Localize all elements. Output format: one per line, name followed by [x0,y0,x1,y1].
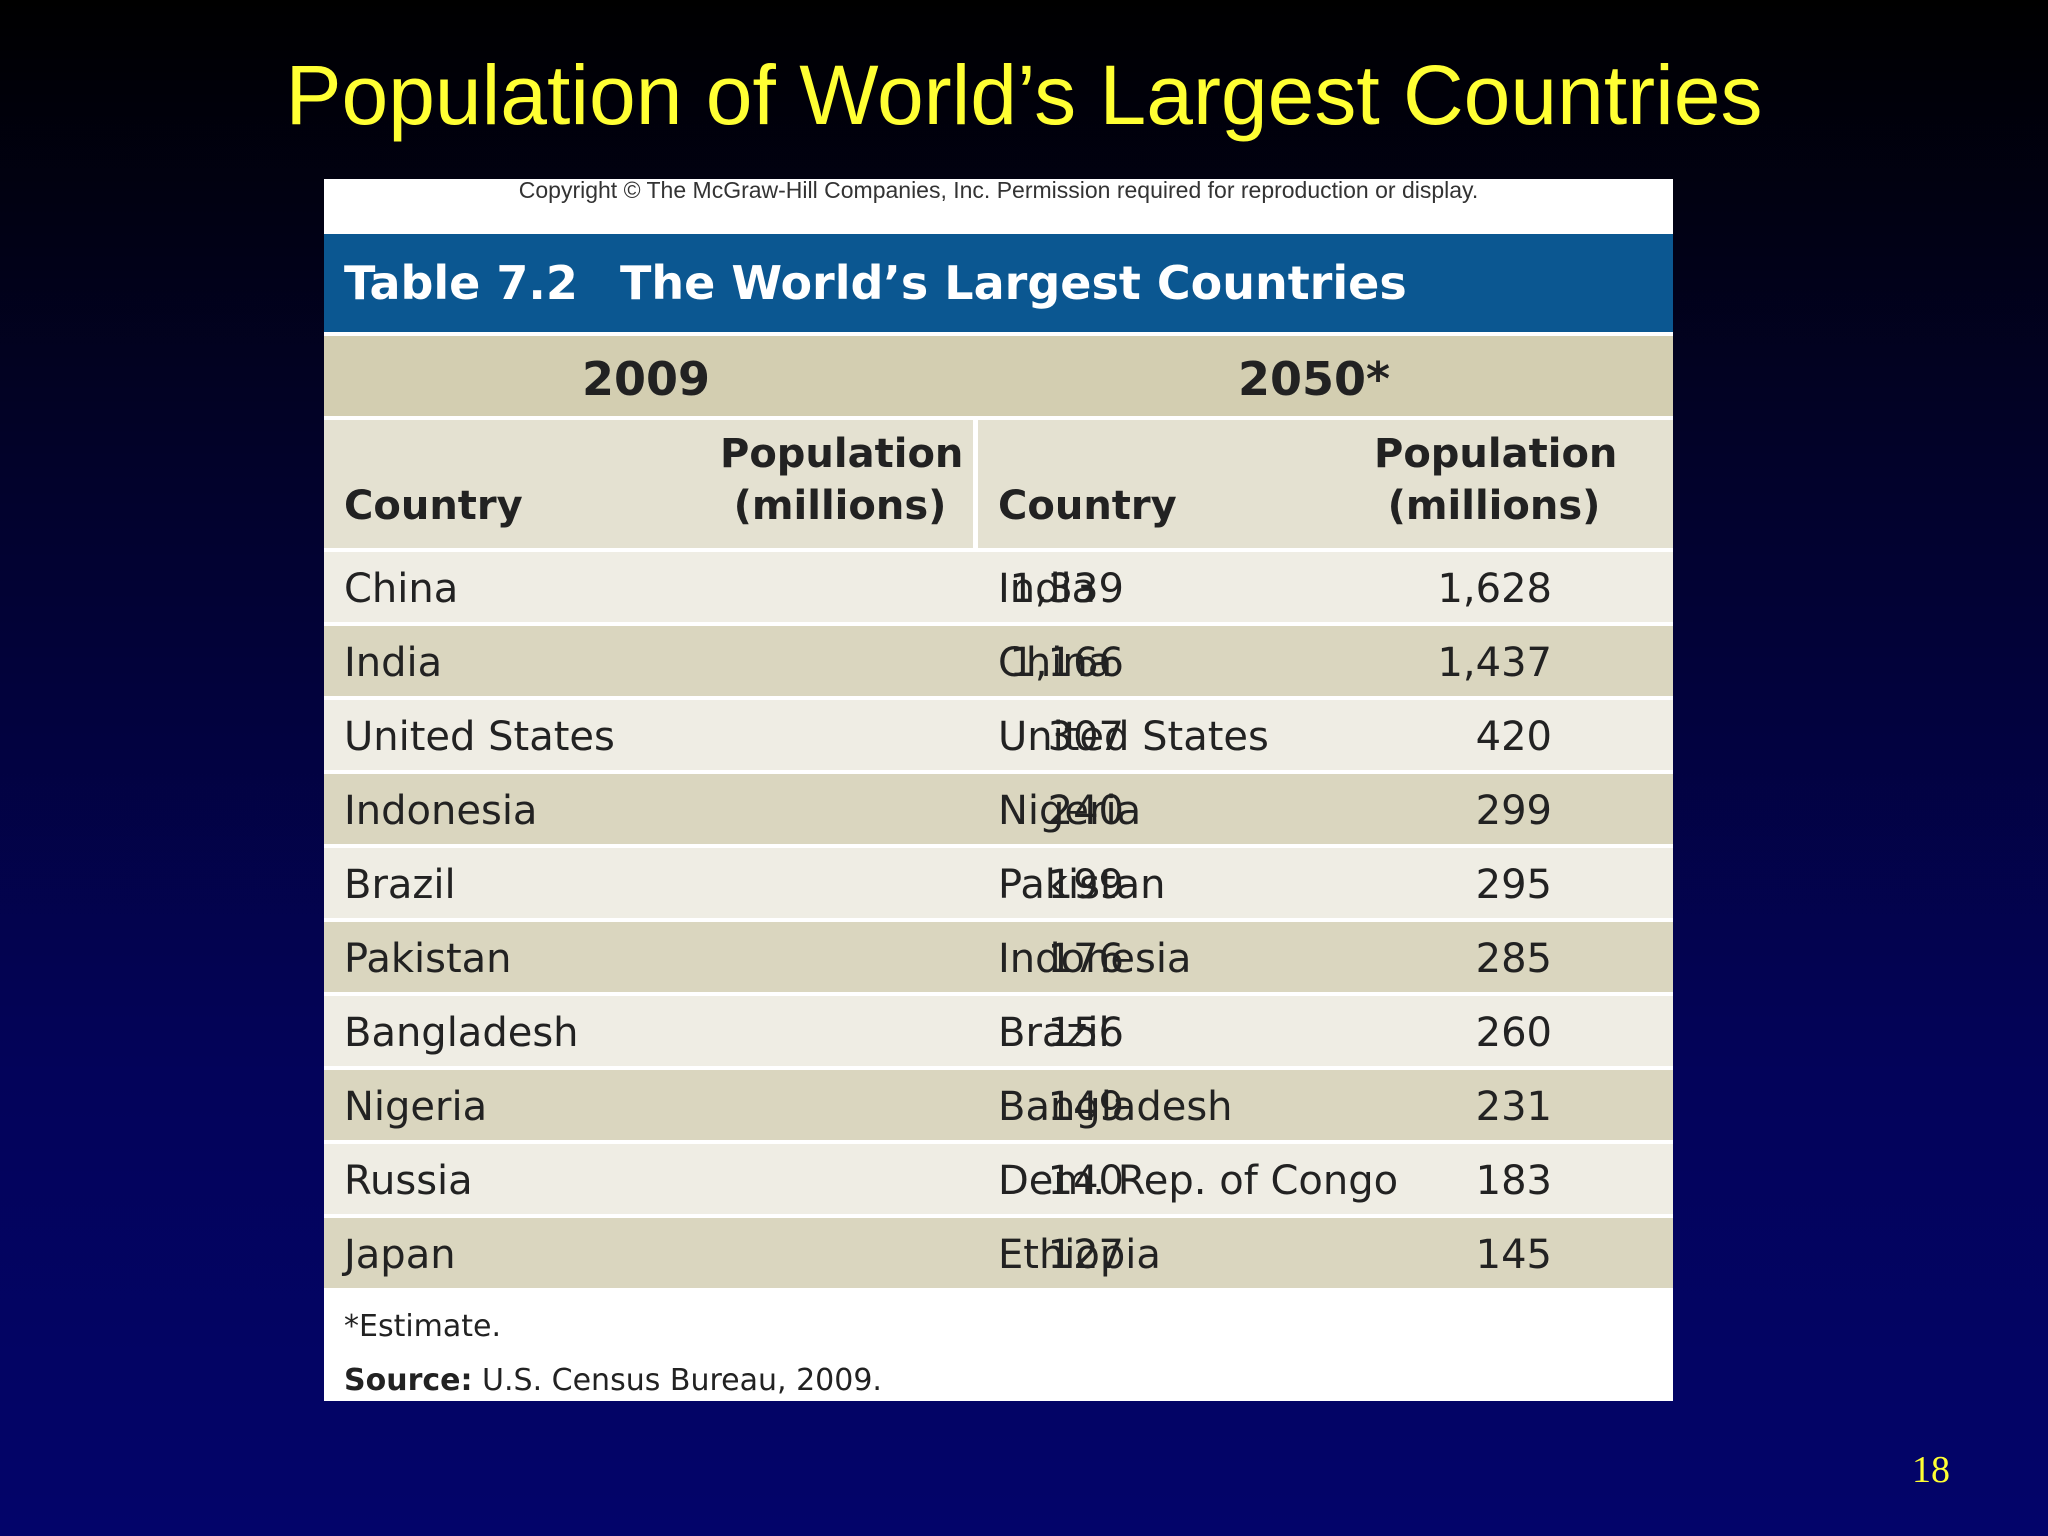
country-2050: United States [998,714,1269,760]
country-2050: Pakistan [998,862,1166,908]
population-2009: 1,339 [1009,566,1124,612]
source-label: Source: [344,1363,473,1398]
table-row: Japan 127 Ethiopia 145 [324,1218,1673,1288]
source-note: Source: U.S. Census Bureau, 2009. [344,1361,882,1401]
country-2009: Russia [344,1158,473,1204]
country-2050: Nigeria [998,788,1142,834]
country-2050: China [998,640,1113,686]
population-2050: 231 [1475,1084,1552,1130]
population-header-line2: (millions) [733,483,947,529]
country-2009: Pakistan [344,936,512,982]
year-2009-label: 2009 [582,352,711,406]
table-row: United States 307 United States 420 [324,700,1673,770]
population-2009: 307 [1047,714,1124,760]
population-header-line1: Population [720,431,964,477]
table-title: The World’s Largest Countries [620,256,1407,310]
population-header-line1: Population [1374,431,1618,477]
country-2009: Brazil [344,862,456,908]
country-2009: Indonesia [344,788,538,834]
population-2050: 145 [1475,1232,1552,1278]
table-title-bar: Table 7.2 The World’s Largest Countries [324,234,1673,332]
population-2009: 149 [1047,1084,1124,1130]
country-2050: Indonesia [998,936,1192,982]
country-2009: Japan [344,1232,456,1278]
estimate-footnote: *Estimate. [344,1309,502,1344]
column-header-country-2009: Country [344,483,523,529]
country-2050: Ethiopia [998,1232,1161,1278]
table-figure: Copyright © The McGraw-Hill Companies, I… [324,179,1673,1401]
table-row: Indonesia 240 Nigeria 299 [324,774,1673,844]
country-2009: United States [344,714,615,760]
country-2050: Brazil [998,1010,1110,1056]
column-header-population-2009: Population (millions) [720,428,964,532]
population-2009: 176 [1047,936,1124,982]
slide-number: 18 [1912,1449,1950,1491]
population-2050: 183 [1475,1158,1552,1204]
table-number: Table 7.2 [344,256,578,310]
country-2009: Nigeria [344,1084,488,1130]
population-2009: 127 [1047,1232,1124,1278]
country-2050: Dem. Rep. of Congo [998,1158,1399,1204]
slide-title: Population of World’s Largest Countries [285,48,1763,142]
year-2050-label: 2050* [1238,352,1391,406]
population-2050: 299 [1475,788,1552,834]
population-header-line2: (millions) [1387,483,1601,529]
population-2050: 1,628 [1437,566,1552,612]
country-2009: Bangladesh [344,1010,579,1056]
table-row: China 1,339 India 1,628 [324,552,1673,622]
population-2009: 1,166 [1009,640,1124,686]
population-2050: 420 [1475,714,1552,760]
copyright-notice: Copyright © The McGraw-Hill Companies, I… [518,177,1479,203]
column-header-country-2050: Country [998,483,1177,529]
country-2009: India [344,640,443,686]
column-header-row: Country Population (millions) Country Po… [324,420,1673,548]
table-row: Brazil 199 Pakistan 295 [324,848,1673,918]
population-2009: 240 [1047,788,1124,834]
population-2009: 199 [1047,862,1124,908]
population-2050: 260 [1475,1010,1552,1056]
population-2009: 156 [1047,1010,1124,1056]
table-row: India 1,166 China 1,437 [324,626,1673,696]
table-body: China 1,339 India 1,628 India 1,166 Chin… [324,552,1673,1292]
population-2009: 140 [1047,1158,1124,1204]
country-2009: China [344,566,459,612]
table-row: Nigeria 149 Bangladesh 231 [324,1070,1673,1140]
source-text: U.S. Census Bureau, 2009. [472,1363,882,1398]
country-2050: Bangladesh [998,1084,1233,1130]
column-header-population-2050: Population (millions) [1374,428,1618,532]
year-header-row: 2009 2050* [324,336,1673,416]
country-2050: India [998,566,1097,612]
population-2050: 295 [1475,862,1552,908]
population-2050: 1,437 [1437,640,1552,686]
population-2050: 285 [1475,936,1552,982]
table-row: Russia 140 Dem. Rep. of Congo 183 [324,1144,1673,1214]
table-row: Bangladesh 156 Brazil 260 [324,996,1673,1066]
table-row: Pakistan 176 Indonesia 285 [324,922,1673,992]
